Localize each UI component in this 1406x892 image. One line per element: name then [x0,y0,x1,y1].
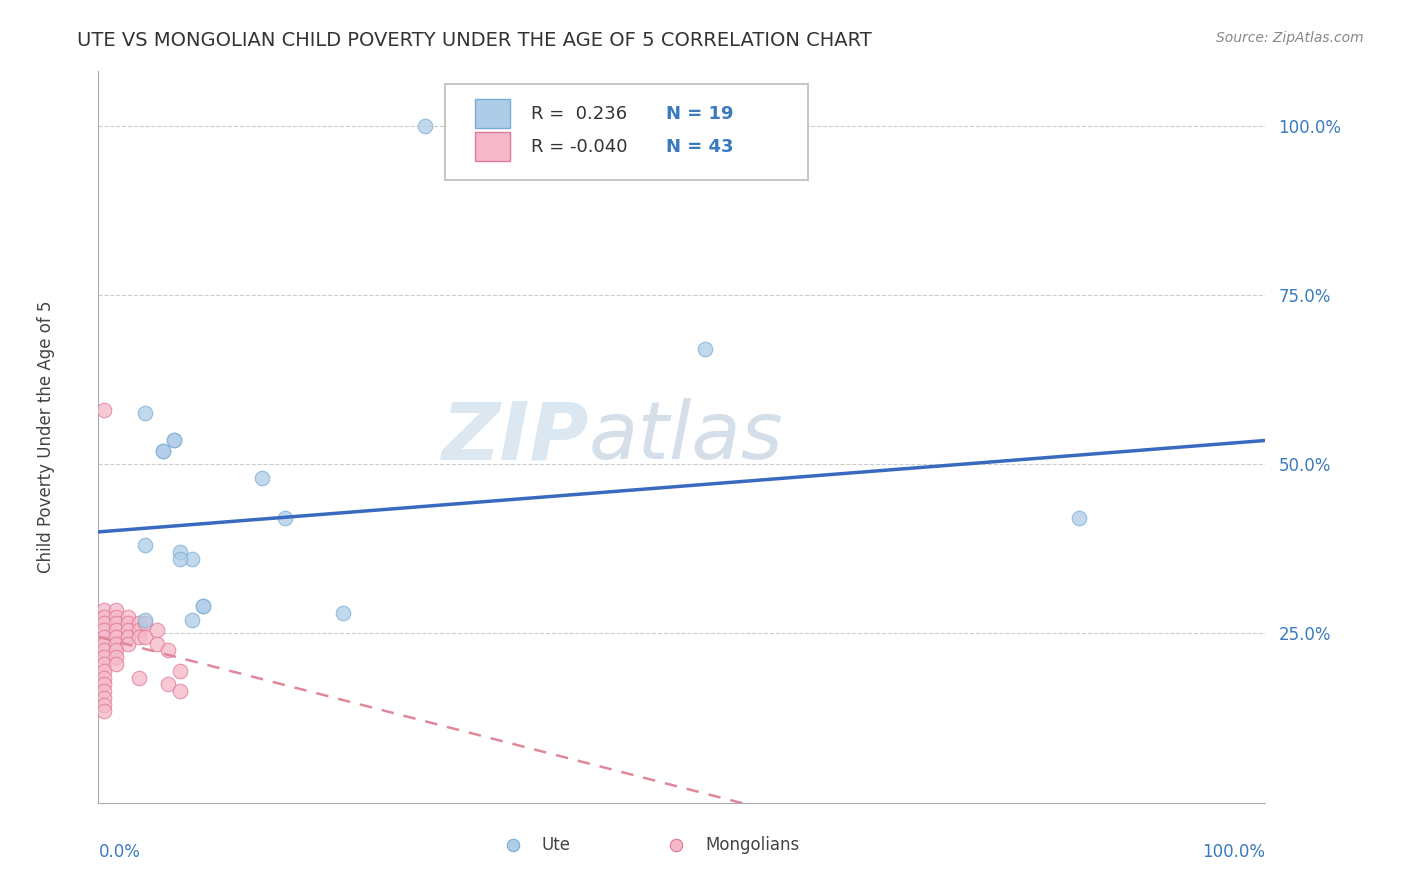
Text: R = -0.040: R = -0.040 [531,137,628,156]
Point [93,698,115,712]
Point [93,637,115,651]
Point [93,609,115,624]
Text: 0.0%: 0.0% [98,843,141,861]
Point [169,545,191,559]
Point [104,623,127,637]
Point [180,552,202,566]
Point [104,657,127,671]
Text: 100.0%: 100.0% [1202,843,1265,861]
Text: N = 19: N = 19 [665,104,733,123]
Point [413,119,436,133]
Point [104,603,127,617]
Point [134,630,156,644]
Point [502,835,524,849]
Point [117,616,139,631]
Point [169,664,191,678]
Point [93,664,115,678]
Point [695,342,717,356]
Point [250,471,273,485]
Text: atlas: atlas [589,398,783,476]
Point [146,637,169,651]
Point [117,630,139,644]
Point [152,443,174,458]
Point [93,650,115,665]
Text: Ute: Ute [541,836,571,855]
Text: Mongolians: Mongolians [706,836,800,855]
Point [93,684,115,698]
Point [134,538,156,552]
Point [193,599,215,614]
Text: R =  0.236: R = 0.236 [531,104,627,123]
Point [128,630,150,644]
Point [157,643,180,657]
Point [93,643,115,657]
Point [134,613,156,627]
Point [93,657,115,671]
Point [93,623,115,637]
Point [1067,511,1090,525]
Point [93,705,115,719]
Text: Source: ZipAtlas.com: Source: ZipAtlas.com [1216,31,1364,45]
Point [274,511,297,525]
Point [128,671,150,685]
Point [93,616,115,631]
FancyBboxPatch shape [475,99,510,128]
Point [93,677,115,691]
Point [163,434,186,448]
FancyBboxPatch shape [475,132,510,161]
Point [169,552,191,566]
Point [152,443,174,458]
Point [104,609,127,624]
Text: UTE VS MONGOLIAN CHILD POVERTY UNDER THE AGE OF 5 CORRELATION CHART: UTE VS MONGOLIAN CHILD POVERTY UNDER THE… [77,31,872,50]
Point [104,630,127,644]
Text: N = 43: N = 43 [665,137,733,156]
Point [169,684,191,698]
Point [180,613,202,627]
Point [93,690,115,705]
Point [332,606,354,620]
Point [104,616,127,631]
Point [93,603,115,617]
Text: ZIP: ZIP [441,398,589,476]
Point [665,835,688,849]
Point [104,637,127,651]
Point [93,630,115,644]
Point [117,609,139,624]
Point [117,637,139,651]
Text: Child Poverty Under the Age of 5: Child Poverty Under the Age of 5 [37,301,55,574]
Point [117,623,139,637]
Point [157,677,180,691]
Point [134,616,156,631]
Point [104,650,127,665]
Point [134,406,156,420]
Point [128,616,150,631]
Point [93,403,115,417]
Point [93,671,115,685]
FancyBboxPatch shape [446,84,808,179]
Point [104,643,127,657]
Point [163,434,186,448]
Point [146,623,169,637]
Point [128,623,150,637]
Point [193,599,215,614]
